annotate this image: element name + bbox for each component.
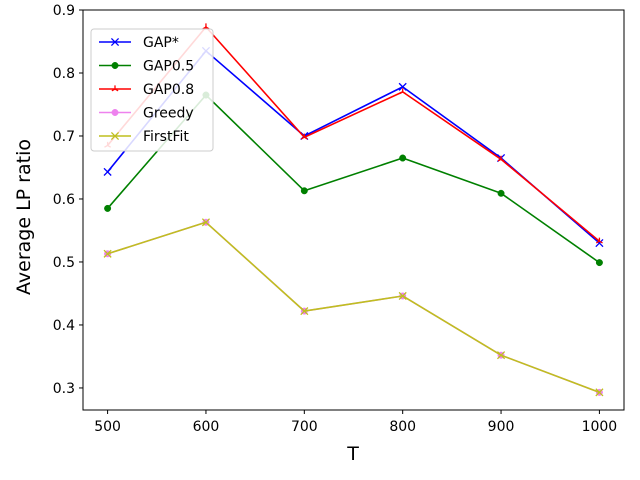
x-axis-ticks: 500 600 700 800 900 1000 <box>94 410 617 435</box>
x-tick-label: 600 <box>193 419 220 435</box>
legend-label: GAP0.5 <box>143 59 194 75</box>
x-tick-label: 900 <box>488 419 515 435</box>
y-axis-ticks: 0.3 0.4 0.5 0.6 0.7 0.8 0.9 <box>53 3 83 397</box>
data-point <box>104 204 112 212</box>
legend-item: GAP0.8 <box>99 82 194 98</box>
data-point <box>103 167 112 176</box>
y-axis-label: Average LP ratio <box>13 139 35 295</box>
legend-marker <box>110 37 120 47</box>
legend-label: Greedy <box>143 106 194 122</box>
data-point <box>300 133 308 140</box>
data-point <box>300 187 308 195</box>
data-point <box>399 88 407 95</box>
x-tick-label: 500 <box>94 419 121 435</box>
legend-marker <box>111 62 119 69</box>
data-point <box>398 291 407 301</box>
data-point <box>201 218 211 227</box>
plot-frame <box>82 9 625 411</box>
legend-label: FirstFit <box>143 129 189 145</box>
y-tick-label: 0.6 <box>53 192 75 208</box>
data-point <box>300 307 309 316</box>
data-point <box>497 155 505 162</box>
x-axis-label: T <box>346 443 359 465</box>
data-point <box>398 82 407 91</box>
series-firstfit <box>103 218 604 397</box>
data-point <box>595 259 603 267</box>
y-tick-label: 0.8 <box>53 66 75 82</box>
legend-label: GAP* <box>143 35 179 51</box>
legend-item: FirstFit <box>99 129 189 145</box>
legend-marker <box>110 131 120 141</box>
data-point <box>496 351 506 360</box>
legend: GAP* GAP0.5 GAP0.8 Greedy FirstFit <box>90 28 214 152</box>
legend-marker <box>111 85 119 92</box>
legend-label: GAP0.8 <box>143 82 194 98</box>
data-point <box>497 189 505 197</box>
legend-item: Greedy <box>99 106 194 122</box>
y-tick-label: 0.4 <box>53 318 75 334</box>
y-tick-label: 0.7 <box>53 129 75 145</box>
data-point <box>595 237 603 244</box>
y-tick-label: 0.3 <box>53 381 75 397</box>
data-point <box>595 239 604 248</box>
data-point <box>595 388 604 397</box>
legend-marker <box>111 109 119 116</box>
y-tick-label: 0.9 <box>53 3 75 19</box>
y-tick-label: 0.5 <box>53 255 75 271</box>
legend-item: GAP0.5 <box>99 59 194 75</box>
legend-box <box>90 28 214 152</box>
x-tick-label: 1000 <box>582 419 618 435</box>
legend-item: GAP* <box>99 35 179 51</box>
data-point <box>399 154 407 162</box>
x-tick-label: 700 <box>291 419 318 435</box>
data-point <box>103 249 112 258</box>
series-line <box>107 221 600 394</box>
x-tick-label: 800 <box>389 419 416 435</box>
